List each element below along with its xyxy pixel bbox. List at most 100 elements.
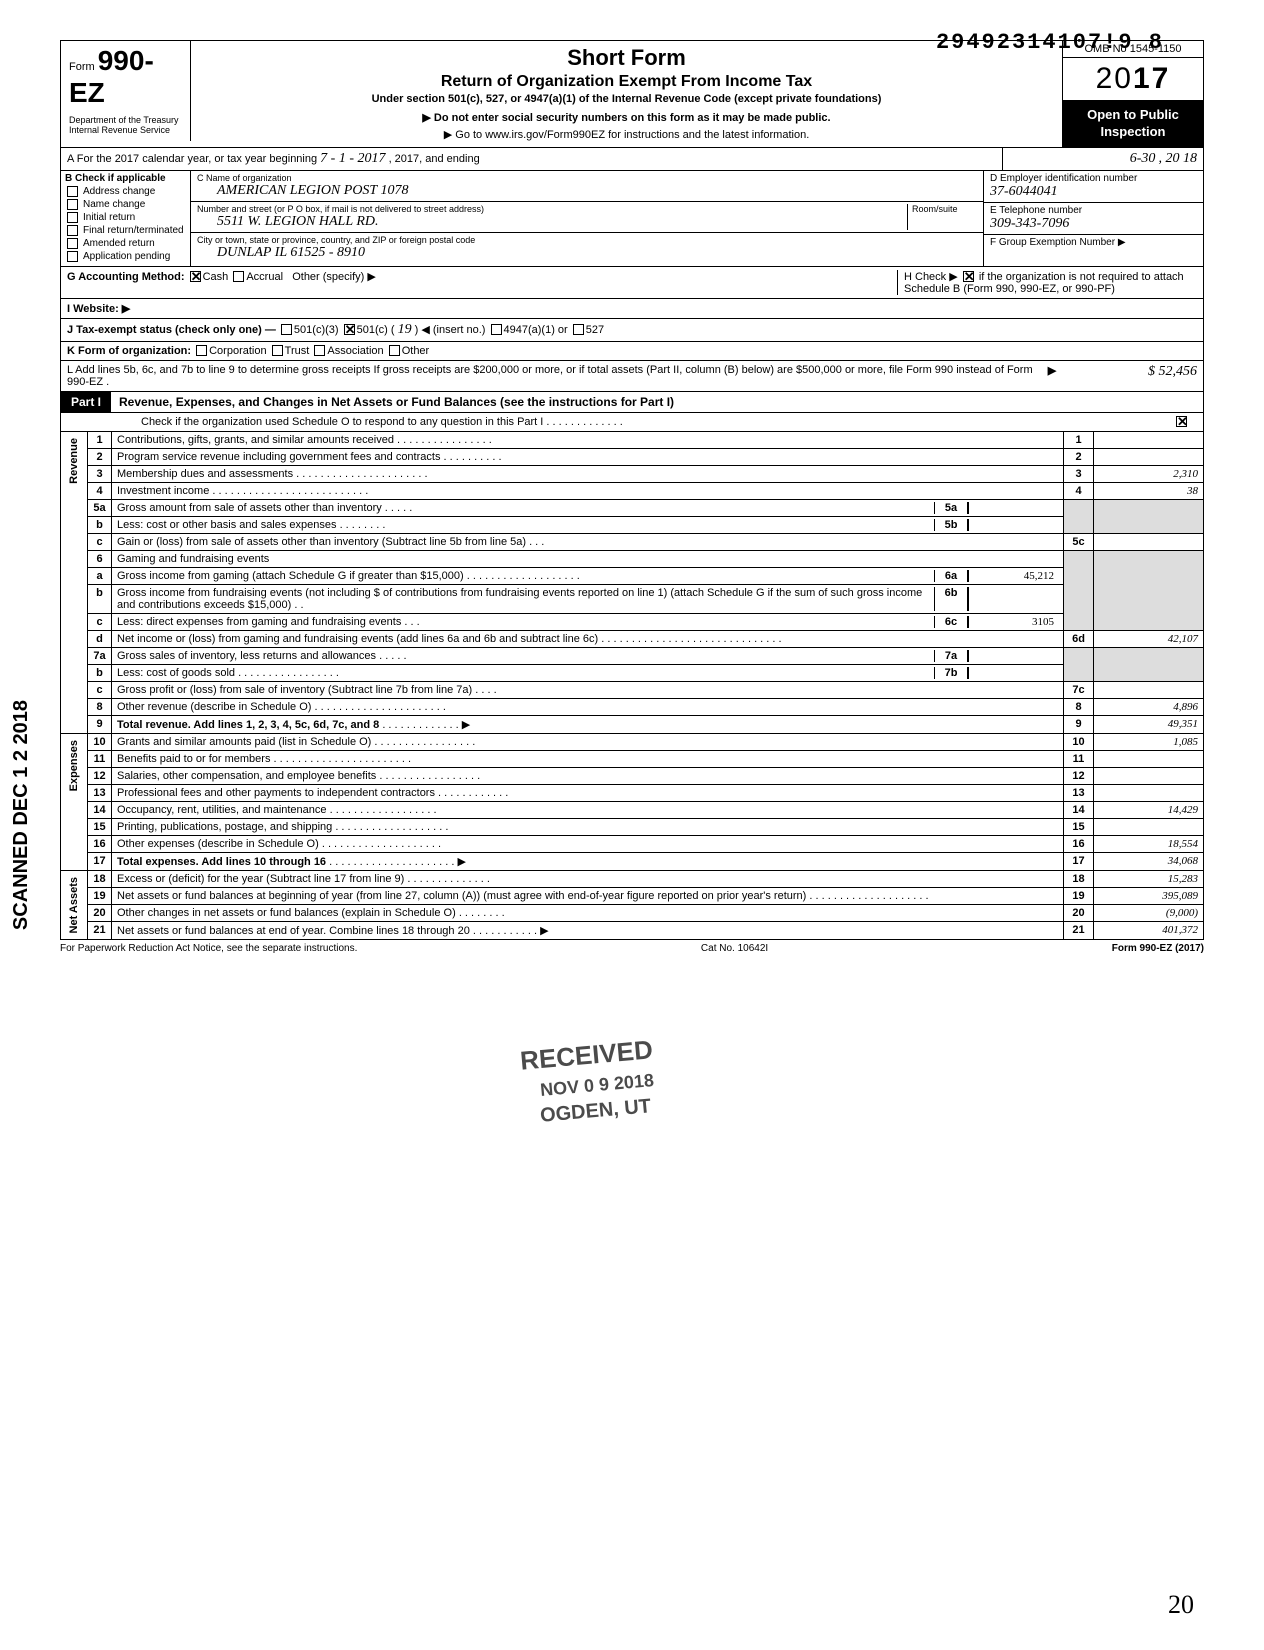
l13-amt	[1094, 784, 1204, 801]
l11-desc: Benefits paid to or for members . . . . …	[112, 750, 1064, 767]
l6-desc: Gaming and fundraising events	[112, 550, 1064, 567]
l6c-num: c	[88, 613, 112, 630]
cb-amended[interactable]	[67, 238, 78, 249]
l6a-num: a	[88, 567, 112, 584]
l5a-desc: Gross amount from sale of assets other t…	[112, 499, 1064, 516]
d-label: D Employer identification number	[990, 173, 1197, 184]
cb-other[interactable]	[389, 345, 400, 356]
l7a-num: 7a	[88, 647, 112, 664]
l16-box: 16	[1064, 835, 1094, 852]
cb-trust[interactable]	[272, 345, 283, 356]
l15-amt	[1094, 818, 1204, 835]
l16-desc: Other expenses (describe in Schedule O) …	[112, 835, 1064, 852]
title-subtitle: Under section 501(c), 527, or 4947(a)(1)…	[199, 93, 1054, 105]
l3-desc: Membership dues and assessments . . . . …	[112, 465, 1064, 482]
cb-lbl-5: Application pending	[83, 251, 170, 262]
l7-shade2	[1094, 647, 1204, 681]
l11-amt	[1094, 750, 1204, 767]
j-c: 501(c) (	[357, 324, 395, 336]
l6c-desc: Less: direct expenses from gaming and fu…	[112, 613, 1064, 630]
row-k: K Form of organization: Corporation Trus…	[60, 342, 1204, 361]
open-public: Open to Public Inspection	[1063, 101, 1203, 147]
title-cell: Short Form Return of Organization Exempt…	[191, 41, 1063, 147]
rowa-endy: , 20 18	[1159, 151, 1198, 166]
cb-4947[interactable]	[491, 324, 502, 335]
l5c-desc: Gain or (loss) from sale of assets other…	[112, 533, 1064, 550]
cb-final-return[interactable]	[67, 225, 78, 236]
dept2: Internal Revenue Service	[69, 125, 182, 135]
l11-num: 11	[88, 750, 112, 767]
footer-right: Form 990-EZ (2017)	[1112, 943, 1204, 954]
section-bcde: B Check if applicable Address change Nam…	[60, 171, 1204, 267]
scanned-stamp: SCANNED DEC 1 2 2018	[10, 700, 33, 930]
g-other: Other (specify) ▶	[292, 271, 376, 283]
l20-desc: Other changes in net assets or fund bala…	[112, 905, 1064, 922]
k-other: Other	[402, 345, 430, 357]
l21-num: 21	[88, 922, 112, 940]
col-b: B Check if applicable Address change Nam…	[61, 171, 191, 266]
e-label: E Telephone number	[990, 205, 1197, 216]
l6d-desc: Net income or (loss) from gaming and fun…	[112, 630, 1064, 647]
l21-box: 21	[1064, 922, 1094, 940]
top-code: 29492314107!9 8	[936, 30, 1164, 55]
cb-pending[interactable]	[67, 251, 78, 262]
colc-addr-label: Number and street (or P O box, if mail i…	[197, 204, 907, 214]
l12-num: 12	[88, 767, 112, 784]
l4-desc: Investment income . . . . . . . . . . . …	[112, 482, 1064, 499]
l1-num: 1	[88, 432, 112, 449]
cb-527[interactable]	[573, 324, 584, 335]
l5-shade	[1064, 499, 1094, 533]
l6-shade	[1064, 550, 1094, 630]
l18-amt: 15,283	[1094, 870, 1204, 887]
cb-lbl-3: Final return/terminated	[83, 225, 184, 236]
cb-name-change[interactable]	[67, 199, 78, 210]
j-label: J Tax-exempt status (check only one) —	[67, 324, 276, 336]
l9-amt: 49,351	[1094, 715, 1204, 733]
l7b-desc: Less: cost of goods sold . . . . . . . .…	[112, 664, 1064, 681]
footer-mid: Cat No. 10642I	[701, 943, 768, 954]
l11-box: 11	[1064, 750, 1094, 767]
form-header: Form 990-EZ Department of the Treasury I…	[60, 40, 1204, 148]
l19-desc: Net assets or fund balances at beginning…	[112, 887, 1064, 904]
l7a-desc: Gross sales of inventory, less returns a…	[112, 647, 1064, 664]
i-label: I Website: ▶	[67, 303, 130, 315]
l5b-desc: Less: cost or other basis and sales expe…	[112, 516, 1064, 533]
j-a1: 4947(a)(1) or	[504, 324, 568, 336]
cb-assoc[interactable]	[314, 345, 325, 356]
cb-h[interactable]	[963, 271, 974, 282]
right-head: OMB No 1545-1150 2017 Open to Public Ins…	[1063, 41, 1203, 147]
l10-box: 10	[1064, 733, 1094, 750]
cb-corp[interactable]	[196, 345, 207, 356]
k-trust: Trust	[285, 345, 310, 357]
l7c-desc: Gross profit or (loss) from sale of inve…	[112, 681, 1064, 698]
rowa-begin: 7 - 1 - 2017	[320, 151, 385, 166]
row-i: I Website: ▶	[60, 299, 1204, 319]
l14-box: 14	[1064, 801, 1094, 818]
title-notice: ▶ Do not enter social security numbers o…	[199, 111, 1054, 124]
l5c-amt	[1094, 533, 1204, 550]
cb-part1-scho[interactable]	[1176, 416, 1187, 427]
l7b-num: b	[88, 664, 112, 681]
rowa-mid: , 2017, and ending	[389, 153, 480, 165]
l19-box: 19	[1064, 887, 1094, 904]
cb-initial-return[interactable]	[67, 212, 78, 223]
stamp-received: RECEIVED	[519, 1034, 654, 1076]
l15-box: 15	[1064, 818, 1094, 835]
row-l: L Add lines 5b, 6c, and 7b to line 9 to …	[60, 361, 1204, 392]
l4-num: 4	[88, 482, 112, 499]
l17-desc: Total expenses. Add lines 10 through 16 …	[112, 852, 1064, 870]
l-amt: $ 52,456	[1067, 364, 1197, 388]
cb-501c3[interactable]	[281, 324, 292, 335]
f-label: F Group Exemption Number ▶	[990, 237, 1197, 248]
cb-accrual[interactable]	[233, 271, 244, 282]
cb-address-change[interactable]	[67, 186, 78, 197]
cb-cash[interactable]	[190, 271, 201, 282]
footer: For Paperwork Reduction Act Notice, see …	[60, 940, 1204, 954]
l8-num: 8	[88, 698, 112, 715]
l16-amt: 18,554	[1094, 835, 1204, 852]
part1-tag: Part I	[61, 392, 111, 412]
l12-amt	[1094, 767, 1204, 784]
cb-501c[interactable]	[344, 324, 355, 335]
org-addr: 5511 W. LEGION HALL RD.	[197, 214, 907, 230]
l16-num: 16	[88, 835, 112, 852]
